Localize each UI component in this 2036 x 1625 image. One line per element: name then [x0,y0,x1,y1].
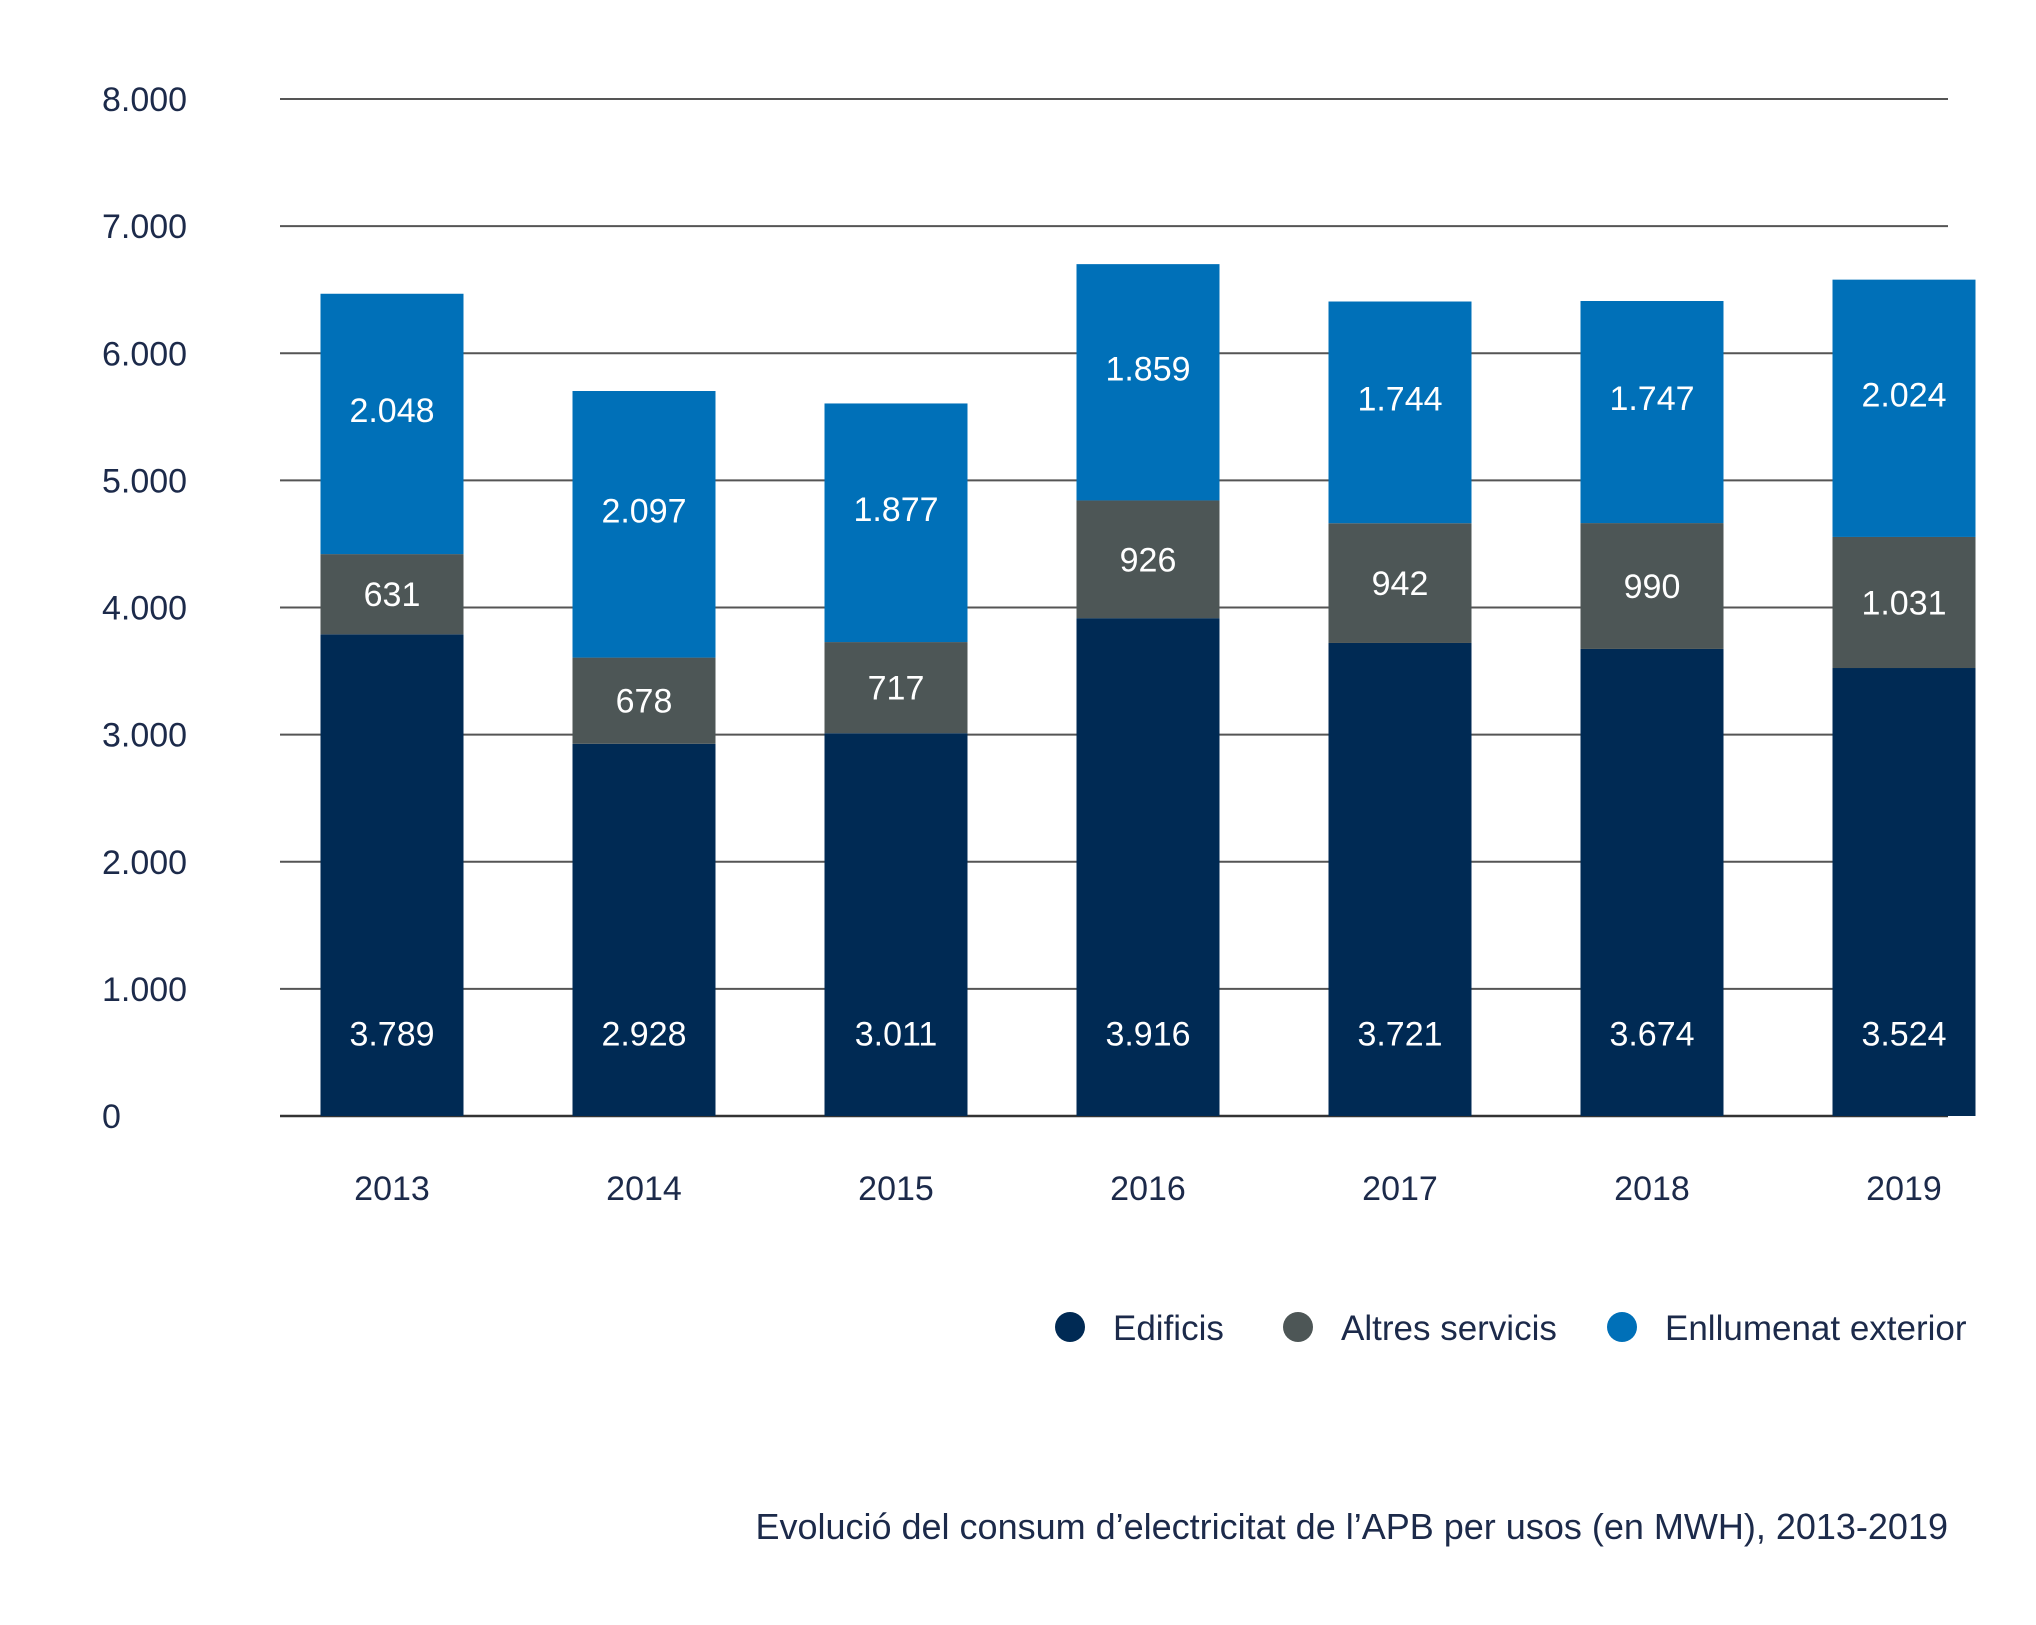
legend-item: Altres servicis [1283,1309,1557,1348]
bar-segment [824,403,968,643]
legend-swatch [1283,1312,1313,1342]
bar-stack-2014: 2.928 678 2.097 [572,391,716,1116]
legend-item: Enllumenat exterior [1607,1309,1967,1348]
x-tick-label: 2015 [858,1170,934,1208]
data-label: 3.789 [349,1015,434,1053]
x-tick-label: 2016 [1110,1170,1186,1208]
bar-segment [1580,301,1724,524]
data-label: 3.674 [1609,1015,1694,1053]
legend: Edificis Altres servicis Enllumenat exteri… [1055,1309,1967,1348]
data-label: 717 [868,670,925,708]
bar-segment [1832,279,1976,537]
data-label: 3.524 [1861,1015,1946,1053]
data-label: 1.744 [1357,380,1442,418]
bar-stack-2016: 3.916 926 1.859 [1076,264,1220,1116]
y-tick-label: 1.000 [102,971,187,1009]
bar-segment [1328,301,1472,524]
legend-label: Edificis [1113,1309,1224,1348]
bar-stack-2017: 3.721 942 1.744 [1328,301,1472,1116]
x-tick-label: 2014 [606,1170,682,1208]
bar-segment [1076,500,1220,619]
data-label: 2.928 [601,1015,686,1053]
data-label: 926 [1120,541,1177,579]
bar-segment [824,642,968,734]
bar-segment [1580,648,1724,1116]
bar-segment [572,657,716,744]
x-axis: 2013 2014 2015 2016 2017 2018 2019 [354,1170,1942,1208]
legend-item: Edificis [1055,1309,1224,1348]
data-label: 2.048 [349,392,434,430]
data-label: 2.097 [601,492,686,530]
bar-segment [320,293,464,555]
bar-stack-2013: 3.789 631 2.048 [320,293,464,1116]
x-tick-label: 2017 [1362,1170,1438,1208]
data-label: 990 [1624,568,1681,606]
data-label: 1.877 [853,491,938,529]
bar-segment [1328,642,1472,1116]
bar-segment [1832,536,1976,669]
legend-label: Altres servicis [1341,1309,1557,1348]
data-label: 3.916 [1105,1015,1190,1053]
y-tick-label: 7.000 [102,208,187,246]
bar-segment [320,554,464,635]
data-label: 1.747 [1609,380,1694,418]
data-label: 942 [1372,565,1429,603]
bar-segment [1076,264,1220,501]
chart-caption: Evolució del consum d’electricitat de l’… [755,1506,1948,1547]
y-tick-label: 2.000 [102,844,187,882]
bars: 3.7896312.0482.9286782.0973.0117171.8773… [320,264,1976,1116]
bar-segment [1580,523,1724,649]
data-label: 2.024 [1861,376,1946,414]
y-tick-label: 3.000 [102,717,187,755]
x-tick-label: 2019 [1866,1170,1942,1208]
bar-stack-2015: 3.011 717 1.877 [824,403,968,1116]
data-label: 631 [364,576,421,614]
data-label: 3.011 [855,1015,938,1053]
bar-stack-2018: 3.674 990 1.747 [1580,301,1724,1116]
legend-label: Enllumenat exterior [1665,1309,1967,1348]
bar-segment [572,391,716,658]
data-label: 3.721 [1357,1015,1442,1053]
bar-segment [572,743,716,1116]
bar-segment [824,733,968,1116]
bar-stack-2019: 3.524 1.031 2.024 [1832,279,1976,1116]
bar-segment [1328,523,1472,643]
data-label: 1.031 [1861,584,1946,622]
legend-swatch [1055,1312,1085,1342]
x-tick-label: 2018 [1614,1170,1690,1208]
y-tick-label: 0 [102,1098,121,1136]
y-tick-label: 5.000 [102,462,187,500]
legend-swatch [1607,1312,1637,1342]
data-label: 678 [616,683,673,721]
bar-segment [1832,668,1976,1116]
data-label: 1.859 [1105,350,1190,388]
y-tick-label: 4.000 [102,590,187,628]
y-tick-label: 8.000 [102,81,187,119]
y-tick-label: 6.000 [102,335,187,373]
x-tick-label: 2013 [354,1170,430,1208]
bar-segment [320,634,464,1116]
y-axis: 0 1.000 2.000 3.000 4.000 5.000 6.000 7.000 8.00… [102,81,187,1136]
bar-segment [1076,618,1220,1116]
